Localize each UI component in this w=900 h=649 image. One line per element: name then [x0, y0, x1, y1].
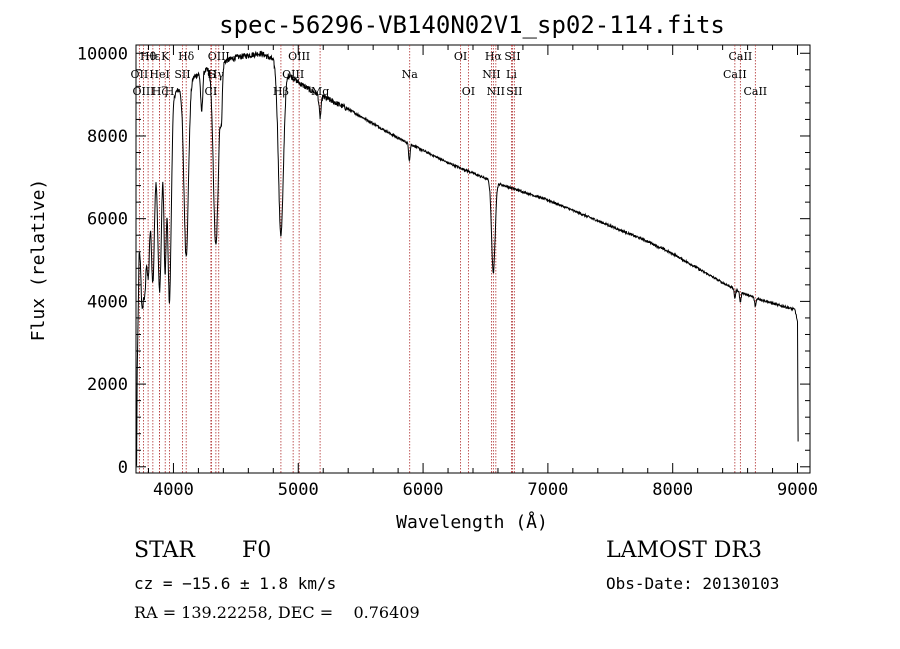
x-tick-label: 4000 — [153, 480, 194, 500]
x-tick-label: 9000 — [777, 480, 818, 500]
line-marker-label: OIII — [132, 85, 154, 98]
x-axis-label: Wavelength (Å) — [396, 511, 548, 533]
plot-frame — [135, 44, 811, 474]
line-marker-label: Li — [506, 68, 517, 81]
y-tick-label: 6000 — [87, 210, 128, 230]
y-tick-label: 8000 — [87, 127, 128, 147]
line-marker-label: CaII — [743, 85, 767, 98]
y-axis-label: Flux (relative) — [28, 179, 49, 342]
line-marker-label: OIII — [208, 50, 230, 63]
observation-date: Obs-Date: 20130103 — [606, 574, 780, 593]
line-marker-label: SII — [174, 68, 190, 81]
survey-release: LAMOST DR3 — [606, 538, 762, 563]
line-marker-label: Hδ — [178, 50, 195, 63]
line-marker-label: K — [161, 50, 170, 63]
line-marker-label: HeI — [149, 68, 169, 81]
line-marker-label: NII — [487, 85, 505, 98]
coordinates-readout: RA = 139.22258, DEC = 0.76409 — [134, 603, 420, 622]
line-marker-label: Hα — [485, 50, 503, 63]
object-class: STAR — [134, 538, 195, 563]
line-marker-label: Hζ — [152, 85, 168, 98]
line-marker-label: G — [207, 68, 216, 81]
x-tick-label: 5000 — [278, 480, 319, 500]
chart-title: spec-56296-VB140N02V1_sp02-114.fits — [219, 11, 725, 39]
line-marker-label: Hε — [145, 50, 161, 63]
redshift-readout: cz = −15.6 ± 1.8 km/s — [134, 574, 337, 593]
line-marker-label: Hγ — [208, 68, 225, 81]
line-marker-label: Hβ — [273, 85, 289, 98]
x-tick-label: 7000 — [527, 480, 568, 500]
line-marker-label: OI — [454, 50, 467, 63]
x-tick-label: 6000 — [403, 480, 444, 500]
line-marker-label: SII — [506, 85, 522, 98]
y-tick-label: 10000 — [77, 44, 128, 64]
x-tick-label: 8000 — [652, 480, 693, 500]
line-marker-label: OII — [131, 68, 149, 81]
line-marker-label: NII — [482, 68, 500, 81]
line-marker-label: OIII — [288, 50, 310, 63]
line-marker-label: CaII — [729, 50, 753, 63]
y-tick-label: 2000 — [87, 375, 128, 395]
y-tick-label: 0 — [118, 458, 128, 478]
line-marker-label: H — [165, 85, 175, 98]
line-marker-label: OI — [462, 85, 475, 98]
object-subclass: F0 — [242, 538, 272, 563]
axis-ticks: 4000 5000 6000 7000 8000 9000 0 2000 4000 6000 800… — [77, 44, 818, 500]
y-tick-label: 4000 — [87, 292, 128, 312]
line-marker-label: SII — [504, 50, 520, 63]
line-marker-label: CaII — [723, 68, 747, 81]
line-marker-label: Na — [402, 68, 419, 81]
spectrum-line — [136, 50, 799, 466]
